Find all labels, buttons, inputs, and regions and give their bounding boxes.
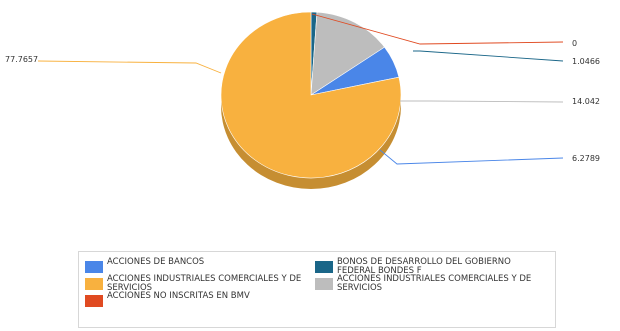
value-label: 1.0466 xyxy=(572,57,600,66)
value-label: 0 xyxy=(572,39,577,48)
legend-label: ACCIONES INDUSTRIALES COMERCIALES Y DE S… xyxy=(107,274,302,293)
legend-swatch xyxy=(315,278,333,290)
legend-label: ACCIONES NO INSCRITAS EN BMV xyxy=(107,291,250,301)
leader-line xyxy=(37,60,222,74)
legend-item: ACCIONES INDUSTRIALES COMERCIALES Y DE S… xyxy=(85,275,311,296)
value-label: 6.2789 xyxy=(572,154,600,163)
leader-line xyxy=(400,100,564,103)
pie-slice[interactable] xyxy=(220,11,402,179)
legend-label: ACCIONES DE BANCOS xyxy=(107,257,205,267)
value-label: 77.7657 xyxy=(5,55,38,64)
legend-swatch xyxy=(85,261,103,273)
legend-item: ACCIONES NO INSCRITAS EN BMV xyxy=(85,292,311,313)
legend-swatch xyxy=(85,295,103,307)
value-label: 14.042 xyxy=(572,97,600,106)
legend-label: ACCIONES INDUSTRIALES COMERCIALES Y DE S… xyxy=(337,274,532,293)
leader-line xyxy=(413,50,564,62)
leader-line xyxy=(379,149,564,165)
legend-swatch xyxy=(315,261,333,273)
legend: ACCIONES DE BANCOS BONOS DE DESARROLLO D… xyxy=(78,251,556,328)
legend-item: BONOS DE DESARROLLO DEL GOBIERNO FEDERAL… xyxy=(315,258,549,275)
legend-label: BONOS DE DESARROLLO DEL GOBIERNO FEDERAL… xyxy=(337,257,511,276)
legend-item: ACCIONES INDUSTRIALES COMERCIALES Y DE S… xyxy=(315,275,549,296)
legend-swatch xyxy=(85,278,103,290)
pie-slice[interactable] xyxy=(310,11,385,96)
leader-line xyxy=(311,13,564,45)
legend-item: ACCIONES DE BANCOS xyxy=(85,258,311,275)
